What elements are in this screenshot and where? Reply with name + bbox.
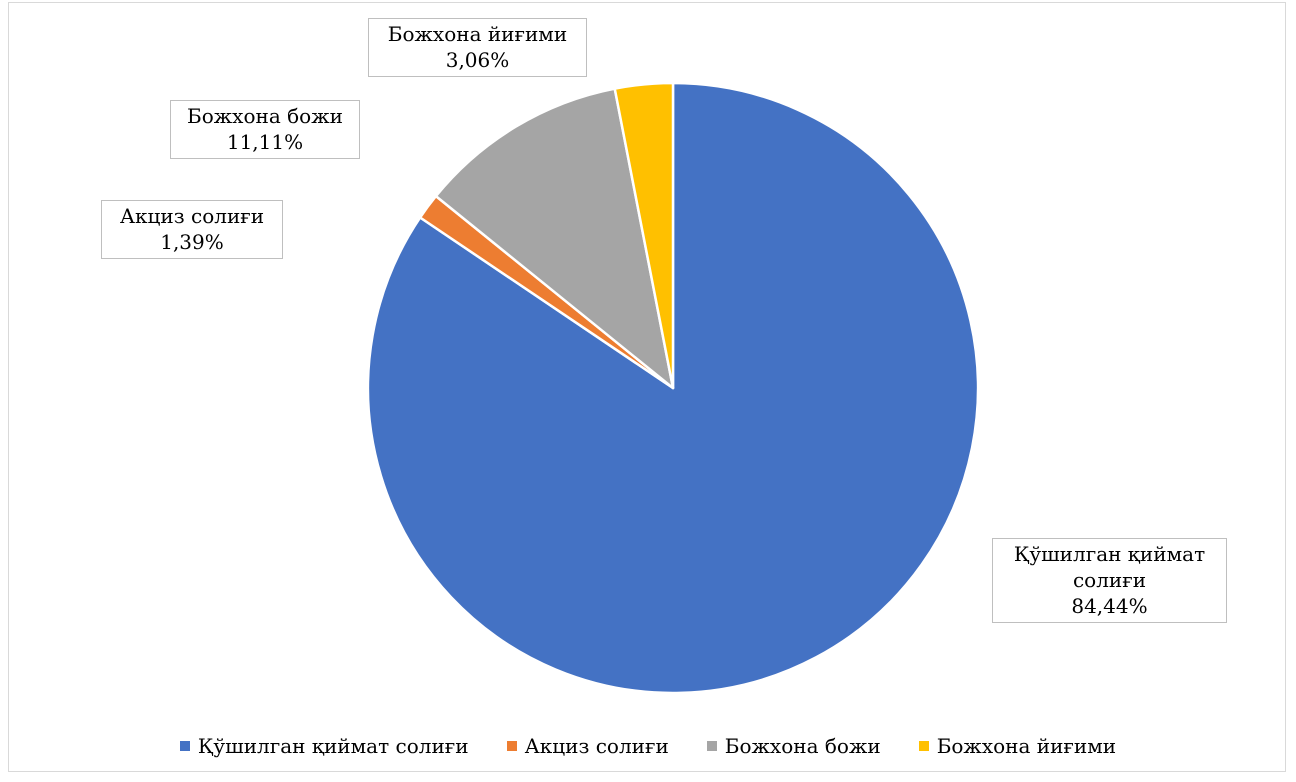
data-label-customs-fee: Божхона йиғими 3,06% [368, 18, 587, 77]
data-label-excise: Акциз солиғи 1,39% [101, 200, 283, 259]
legend-item-vat: Қўшилган қиймат солиғи [179, 734, 469, 758]
legend-swatch-customs-duty [706, 741, 717, 751]
pie-slice-customs-duty [434, 87, 675, 390]
data-label-vat: Қўшилган қиймат солиғи 84,44% [992, 538, 1227, 623]
legend-label-vat: Қўшилган қиймат солиғи [197, 734, 469, 758]
legend-swatch-excise [506, 741, 517, 751]
data-label-customs-duty: Божхона божи 11,11% [170, 100, 360, 159]
legend-swatch-vat [179, 741, 190, 751]
pie-slice-customs-fee [613, 81, 675, 390]
legend-item-excise: Акциз солиғи [506, 734, 669, 758]
legend-label-customs-duty: Божхона божи [724, 734, 881, 758]
legend-label-excise: Акциз солиғи [524, 734, 669, 758]
legend-item-customs-duty: Божхона божи [706, 734, 881, 758]
legend-label-customs-fee: Божхона йиғими [936, 734, 1117, 758]
legend-item-customs-fee: Божхона йиғими [918, 734, 1117, 758]
legend: Қўшилган қиймат солиғи Акциз солиғи Божх… [0, 734, 1296, 758]
legend-swatch-customs-fee [918, 741, 929, 751]
